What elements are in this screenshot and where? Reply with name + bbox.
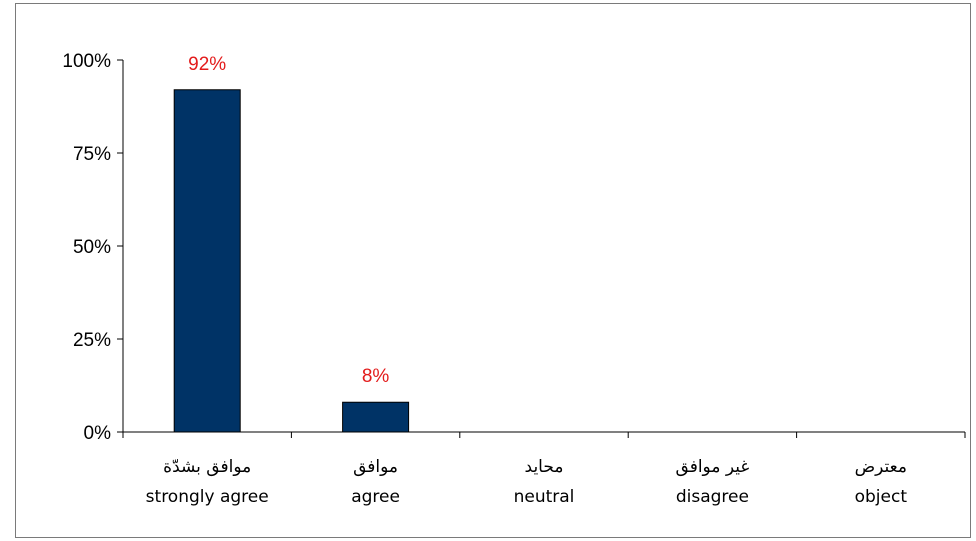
x-tick-label-english: agree xyxy=(351,487,400,507)
y-tick-label: 100% xyxy=(62,51,111,72)
x-tick-label-arabic: معترض xyxy=(855,457,907,477)
bar xyxy=(173,89,241,433)
y-tick-label: 0% xyxy=(84,423,112,444)
x-tick-label-arabic: محايد xyxy=(525,457,564,477)
y-tick-label: 25% xyxy=(73,330,111,351)
x-tick-label-english: disagree xyxy=(676,487,749,507)
x-tick-label-english: strongly agree xyxy=(146,487,269,507)
axes: 0% 25% 50% 75% 100% xyxy=(62,51,966,444)
y-tick-label: 75% xyxy=(73,144,111,165)
y-tick-label: 50% xyxy=(73,237,111,258)
x-tick-label-english: neutral xyxy=(514,487,575,507)
bar xyxy=(342,401,410,433)
bars xyxy=(173,89,410,433)
data-label: 92% xyxy=(188,54,226,75)
x-tick-label-arabic: غير موافق xyxy=(676,457,750,477)
x-tick-label-english: object xyxy=(855,487,908,507)
x-tick-label-arabic: موافق xyxy=(353,457,398,477)
labels: 92% موافق بشدّة strongly agree 8% موافق agree… xyxy=(146,54,908,507)
data-label: 8% xyxy=(362,366,390,387)
x-tick-label-arabic: موافق بشدّة xyxy=(163,457,251,477)
